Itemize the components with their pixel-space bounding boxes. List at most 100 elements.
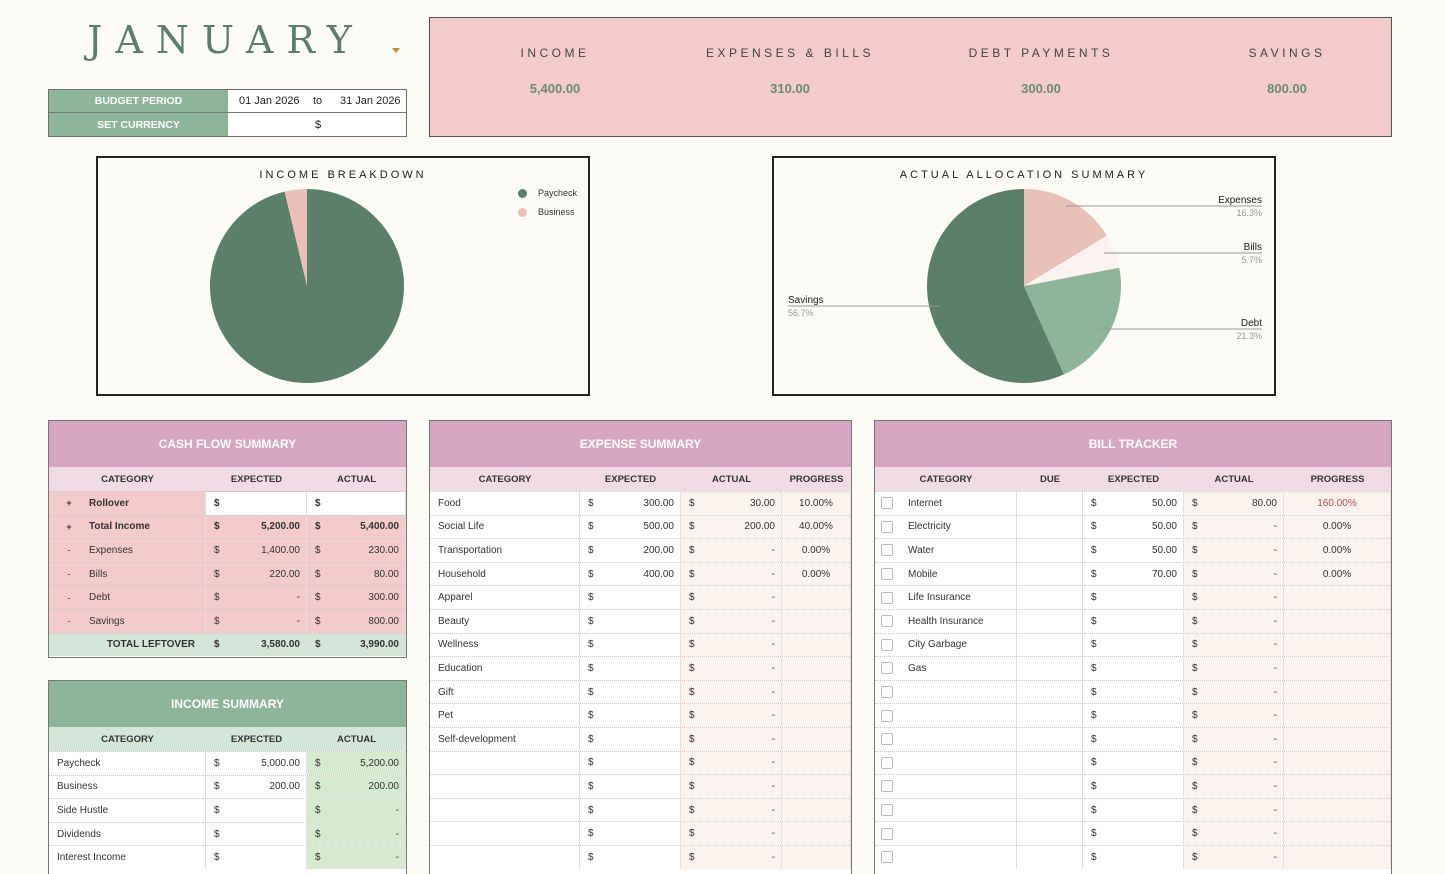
row-expected[interactable]: $	[1083, 775, 1184, 798]
row-expected[interactable]: $ -	[206, 609, 307, 633]
row-category-label[interactable]: Internet	[908, 497, 942, 509]
row-category[interactable]	[430, 751, 580, 775]
row-expected[interactable]: $200.00	[206, 775, 307, 799]
row-expected[interactable]: $200.00	[580, 539, 681, 562]
period-end-input[interactable]: 31 Jan 2026	[340, 95, 401, 107]
pie-slice-savings[interactable]	[927, 189, 1064, 383]
row-category-label[interactable]: Electricity	[908, 521, 951, 533]
row-category-label[interactable]: Mobile	[908, 568, 938, 580]
row-due[interactable]	[1017, 798, 1083, 822]
row-expected[interactable]: $50.00	[1083, 492, 1184, 515]
row-expected[interactable]: $220.00	[206, 562, 307, 586]
allocation-summary-chart[interactable]: ACTUAL ALLOCATION SUMMARY Expenses 16.3% B…	[772, 156, 1276, 396]
row-category[interactable]: Interest Income	[49, 846, 206, 869]
row-due[interactable]	[1017, 751, 1083, 775]
row-category[interactable]: Social Life	[430, 515, 580, 539]
row-expected[interactable]: $	[580, 751, 681, 775]
paid-checkbox[interactable]	[881, 638, 893, 651]
period-start-input[interactable]: 01 Jan 2026	[239, 95, 300, 107]
row-expected[interactable]: $	[580, 798, 681, 822]
row-expected[interactable]: $500.00	[580, 515, 681, 539]
row-due[interactable]	[1017, 515, 1083, 539]
row-expected[interactable]: $	[580, 822, 681, 845]
row-expected[interactable]: $	[580, 845, 681, 869]
row-expected[interactable]: $	[580, 609, 681, 633]
row-expected[interactable]: $	[580, 727, 681, 751]
row-category[interactable]	[430, 822, 580, 845]
paid-checkbox[interactable]	[881, 615, 893, 628]
row-due[interactable]	[1017, 704, 1083, 727]
row-due[interactable]	[1017, 775, 1083, 798]
row-category[interactable]: Dividends	[49, 822, 206, 846]
paid-checkbox[interactable]	[881, 756, 893, 769]
paid-checkbox[interactable]	[881, 804, 893, 817]
paid-checkbox[interactable]	[881, 827, 893, 840]
row-actual[interactable]: $800.00	[307, 609, 406, 633]
row-due[interactable]	[1017, 609, 1083, 633]
row-expected[interactable]: $	[1083, 727, 1184, 751]
row-expected[interactable]: $	[1083, 704, 1184, 727]
row-due[interactable]	[1017, 727, 1083, 751]
row-due[interactable]	[1017, 492, 1083, 515]
row-expected[interactable]: $	[1083, 751, 1184, 775]
row-actual[interactable]: $5,400.00	[307, 515, 406, 539]
row-actual[interactable]: $230.00	[307, 539, 406, 562]
row-expected[interactable]: $	[206, 822, 307, 846]
paid-checkbox[interactable]	[881, 544, 893, 557]
row-expected[interactable]: $5,200.00	[206, 515, 307, 539]
paid-checkbox[interactable]	[881, 568, 893, 581]
row-category[interactable]: Wellness	[430, 633, 580, 657]
currency-input[interactable]: $	[315, 118, 322, 131]
paid-checkbox[interactable]	[881, 662, 893, 675]
row-category[interactable]	[430, 798, 580, 822]
row-due[interactable]	[1017, 562, 1083, 586]
row-actual[interactable]: $80.00	[307, 562, 406, 586]
row-category[interactable]: Education	[430, 657, 580, 680]
row-expected[interactable]: $	[1083, 657, 1184, 680]
row-expected[interactable]: $	[580, 633, 681, 657]
row-expected[interactable]: $	[580, 704, 681, 727]
row-expected[interactable]: $	[580, 680, 681, 704]
row-expected[interactable]: $	[206, 799, 307, 822]
row-category[interactable]: Beauty	[430, 609, 580, 633]
row-expected[interactable]: $	[206, 492, 307, 515]
row-category[interactable]: Transportation	[430, 539, 580, 562]
row-due[interactable]	[1017, 845, 1083, 869]
paid-checkbox[interactable]	[881, 497, 893, 510]
paid-checkbox[interactable]	[881, 733, 893, 746]
row-expected[interactable]: $	[580, 657, 681, 680]
paid-checkbox[interactable]	[881, 780, 893, 793]
row-due[interactable]	[1017, 633, 1083, 657]
month-dropdown-caret-icon[interactable]	[392, 48, 400, 53]
row-due[interactable]	[1017, 539, 1083, 562]
row-actual[interactable]: $	[307, 492, 406, 515]
row-expected[interactable]: $	[580, 775, 681, 798]
row-category[interactable]: Apparel	[430, 586, 580, 609]
row-expected[interactable]: $1,400.00	[206, 539, 307, 562]
row-category[interactable]	[430, 845, 580, 869]
income-breakdown-chart[interactable]: INCOME BREAKDOWN Paycheck Business	[96, 156, 590, 396]
row-category[interactable]	[430, 775, 580, 798]
row-expected[interactable]: $ -	[206, 586, 307, 609]
row-category[interactable]: Household	[430, 562, 580, 586]
row-category[interactable]: Paycheck	[49, 752, 206, 775]
row-expected[interactable]: $	[580, 586, 681, 609]
paid-checkbox[interactable]	[881, 851, 893, 864]
pie-slice-business[interactable]	[284, 189, 307, 286]
row-expected[interactable]: $400.00	[580, 562, 681, 586]
paid-checkbox[interactable]	[881, 520, 893, 533]
pie-slice-expenses[interactable]	[1024, 189, 1107, 286]
row-expected[interactable]: $50.00	[1083, 539, 1184, 562]
row-expected[interactable]: $	[1083, 798, 1184, 822]
row-category[interactable]: Gift	[430, 680, 580, 704]
row-expected[interactable]: $	[1083, 633, 1184, 657]
row-due[interactable]	[1017, 657, 1083, 680]
row-category[interactable]: Food	[430, 492, 580, 515]
row-expected[interactable]: $	[1083, 845, 1184, 869]
pie-slice-bills[interactable]	[1024, 235, 1120, 286]
row-category-label[interactable]: Health Insurance	[908, 615, 984, 627]
row-category[interactable]: Business	[49, 775, 206, 799]
row-expected[interactable]: $	[1083, 680, 1184, 704]
row-expected[interactable]: $	[1083, 586, 1184, 609]
row-category[interactable]: Side Hustle	[49, 799, 206, 822]
